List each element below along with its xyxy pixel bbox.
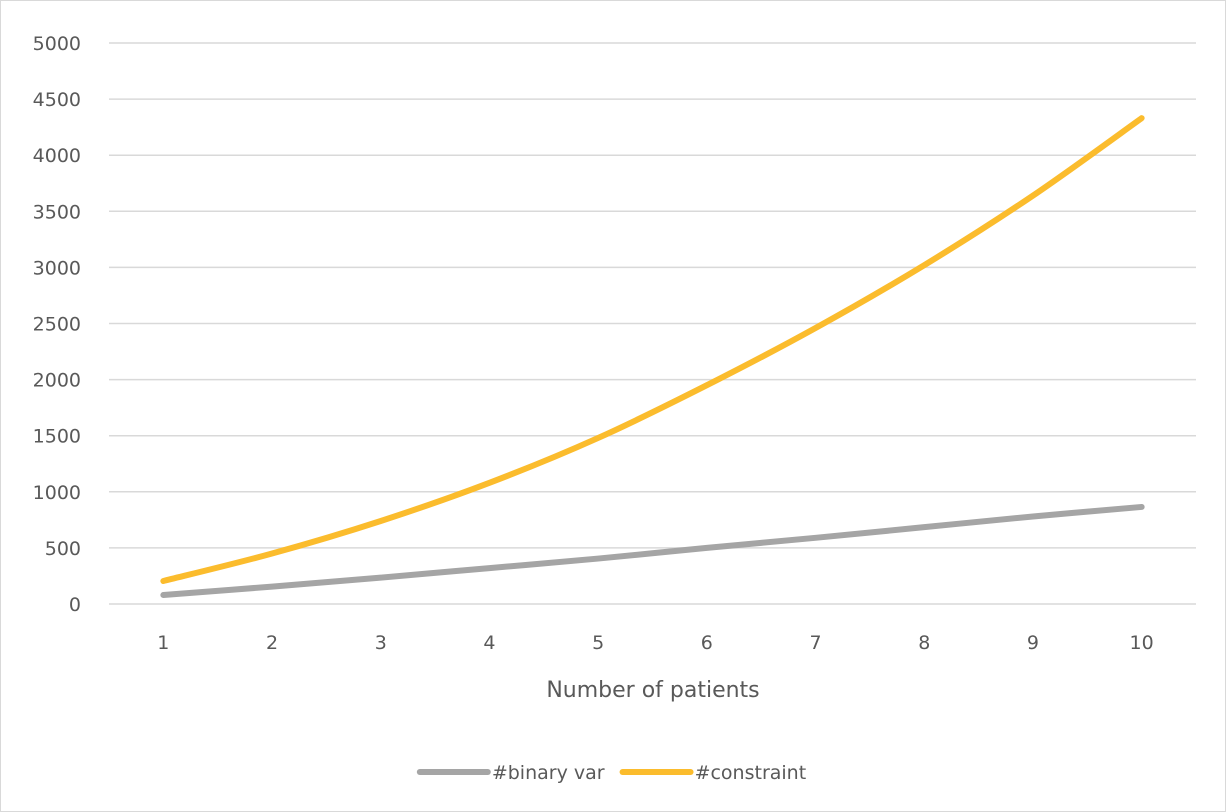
x-tick-label: 8	[918, 632, 930, 654]
legend: #binary var #constraint	[416, 762, 807, 784]
series-line-0	[160, 503, 1145, 599]
legend-item: #constraint	[619, 762, 807, 784]
x-tick-label: 7	[810, 632, 822, 654]
series-lines	[160, 115, 1145, 599]
y-tick-label: 2500	[33, 314, 81, 336]
x-tick-label: 9	[1027, 632, 1039, 654]
x-tick-label: 3	[375, 632, 387, 654]
y-tick-label: 1000	[33, 482, 81, 504]
legend-item: #binary var	[416, 762, 605, 784]
legend-label: #constraint	[695, 762, 807, 784]
x-tick-label: 4	[483, 632, 495, 654]
x-tick-label: 5	[592, 632, 604, 654]
legend-label: #binary var	[492, 762, 605, 784]
x-tick-label: 10	[1130, 632, 1154, 654]
series-line-1	[160, 115, 1145, 584]
x-tick-label: 2	[266, 632, 278, 654]
x-axis-title: Number of patients	[546, 678, 759, 703]
x-tick-label: 1	[157, 632, 169, 654]
y-axis-ticks: 0 500 1000 1500 2000 2500 3000 3500 4000 4500 5000	[33, 33, 81, 616]
y-tick-label: 1500	[33, 426, 81, 448]
gridlines	[109, 42, 1196, 605]
y-tick-label: 500	[45, 538, 81, 560]
y-tick-label: 0	[69, 594, 81, 616]
x-tick-label: 6	[701, 632, 713, 654]
y-tick-label: 5000	[33, 33, 81, 55]
y-tick-label: 4500	[33, 89, 81, 111]
y-tick-label: 4000	[33, 145, 81, 167]
y-tick-label: 3000	[33, 257, 81, 279]
y-tick-label: 2000	[33, 370, 81, 392]
x-axis-ticks: 1 2 3 4 5 6 7 8 9 10	[157, 632, 1153, 654]
y-tick-label: 3500	[33, 201, 81, 223]
